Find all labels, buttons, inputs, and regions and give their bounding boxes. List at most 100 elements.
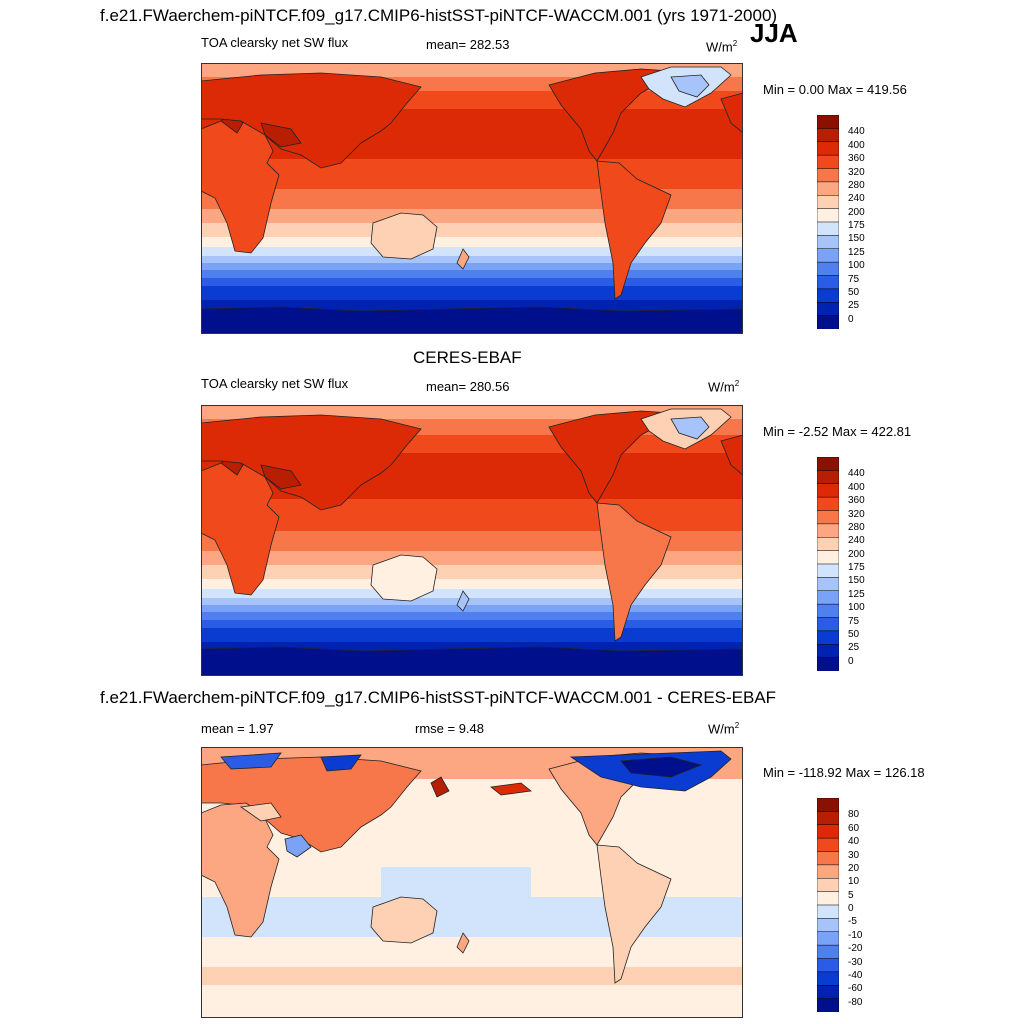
colorbar-box <box>817 985 839 1000</box>
panel-3-title: f.e21.FWaerchem-piNTCF.f09_g17.CMIP6-his… <box>100 688 777 707</box>
colorbar-tick-label: 280 <box>848 521 865 533</box>
colorbar-box <box>817 798 839 812</box>
colorbar-box <box>817 563 839 578</box>
colorbar-tick-label: 175 <box>848 562 865 573</box>
colorbar-tick-label: 440 <box>848 468 865 480</box>
panel-2-mean: mean= 280.56 <box>426 379 510 394</box>
panel-1-title: f.e21.FWaerchem-piNTCF.f09_g17.CMIP6-his… <box>100 6 778 25</box>
colorbar-tick-label: 60 <box>848 822 860 834</box>
colorbar-tick-label: 175 <box>848 220 865 231</box>
panel-3-minmax: Min = -118.92 Max = 126.18 <box>763 765 925 780</box>
colorbar-tick-label: 50 <box>848 628 860 640</box>
colorbar-box <box>817 971 839 986</box>
colorbar-box <box>817 837 839 852</box>
panel-3-mean: mean = 1.97 <box>201 721 274 736</box>
colorbar-tick-label: 25 <box>848 300 860 312</box>
panel-3-rmse: rmse = 9.48 <box>415 721 485 736</box>
colorbar-tick-label: 240 <box>848 535 865 547</box>
colorbar-tick-label: 125 <box>848 246 865 258</box>
colorbar-box <box>817 315 839 329</box>
panel-2-variable: TOA clearsky net SW flux <box>201 376 349 391</box>
colorbar-tick-label: 440 <box>848 126 865 138</box>
colorbar-box <box>817 496 839 511</box>
colorbar-box <box>817 577 839 592</box>
colorbar-box <box>817 235 839 250</box>
colorbar-box <box>817 864 839 879</box>
colorbar-box <box>817 931 839 946</box>
land-masses <box>201 408 743 676</box>
colorbar-tick-label: 50 <box>848 286 860 298</box>
colorbar-box <box>817 195 839 210</box>
colorbar-box <box>817 457 839 471</box>
panel-2-map <box>201 405 743 676</box>
panel-3-colorbar-boxes <box>817 798 839 1012</box>
colorbar-tick-label: 30 <box>848 849 860 861</box>
colorbar-tick-label: 75 <box>848 615 860 627</box>
colorbar-box <box>817 261 839 276</box>
colorbar-box <box>817 510 839 525</box>
colorbar-tick-label: 320 <box>848 166 865 178</box>
colorbar-box <box>817 550 839 565</box>
colorbar-tick-label: -40 <box>848 969 863 981</box>
colorbar-tick-label: 100 <box>848 260 865 272</box>
colorbar-tick-label: 5 <box>848 889 854 901</box>
panel-3-units: W/m2 <box>708 721 740 737</box>
colorbar-tick-label: 200 <box>848 548 865 560</box>
colorbar-tick-label: 100 <box>848 602 865 614</box>
colorbar-box <box>817 208 839 223</box>
colorbar-box <box>817 128 839 143</box>
colorbar-box <box>817 644 839 659</box>
colorbar-box <box>817 302 839 317</box>
colorbar-tick-label: -80 <box>848 996 863 1008</box>
colorbar-tick-label: 10 <box>848 876 860 888</box>
colorbar-box <box>817 851 839 866</box>
colorbar-tick-label: 20 <box>848 862 860 874</box>
colorbar-box <box>817 115 839 129</box>
colorbar-tick-label: 400 <box>848 481 865 493</box>
colorbar-box <box>817 523 839 538</box>
colorbar-tick-label: -10 <box>848 929 863 941</box>
panel-2-minmax: Min = -2.52 Max = 422.81 <box>763 424 912 439</box>
colorbar-box <box>817 168 839 183</box>
colorbar-box <box>817 590 839 605</box>
colorbar-tick-label: 80 <box>848 809 860 821</box>
colorbar-box <box>817 617 839 632</box>
colorbar-box <box>817 891 839 906</box>
panel-1-units: W/m2 <box>706 39 738 55</box>
panel-2-title: CERES-EBAF <box>413 348 522 367</box>
land-masses <box>201 66 743 334</box>
colorbar-box <box>817 275 839 290</box>
colorbar-box <box>817 878 839 893</box>
season-label: JJA <box>750 18 798 48</box>
colorbar-tick-label: 125 <box>848 588 865 600</box>
panel-1-map <box>201 63 743 334</box>
colorbar-box <box>817 958 839 973</box>
colorbar-box <box>817 904 839 919</box>
colorbar-box <box>817 248 839 263</box>
colorbar-tick-label: 0 <box>848 313 854 325</box>
colorbar-box <box>817 221 839 236</box>
colorbar-tick-label: -60 <box>848 983 863 995</box>
colorbar-box <box>817 288 839 303</box>
colorbar-tick-label: 200 <box>848 206 865 218</box>
colorbar-tick-label: 0 <box>848 903 854 914</box>
colorbar-tick-label: 280 <box>848 179 865 191</box>
panel-1-mean: mean= 282.53 <box>426 37 510 52</box>
colorbar-tick-label: -20 <box>848 943 863 955</box>
colorbar-box <box>817 470 839 485</box>
colorbar-tick-label: 40 <box>848 836 860 848</box>
colorbar-tick-label: -30 <box>848 956 863 968</box>
colorbar-tick-label: 150 <box>848 575 865 587</box>
colorbar-tick-label: 360 <box>848 495 865 507</box>
colorbar-box <box>817 483 839 498</box>
land-masses <box>201 750 732 984</box>
colorbar-box <box>817 998 839 1012</box>
colorbar-tick-label: 150 <box>848 233 865 245</box>
colorbar-tick-label: 320 <box>848 508 865 520</box>
colorbar-tick-label: 0 <box>848 655 854 667</box>
panel-2-units: W/m2 <box>708 379 740 395</box>
colorbar-box <box>817 918 839 933</box>
panel-1-minmax: Min = 0.00 Max = 419.56 <box>763 82 907 97</box>
colorbar-box <box>817 603 839 618</box>
colorbar-box <box>817 944 839 959</box>
